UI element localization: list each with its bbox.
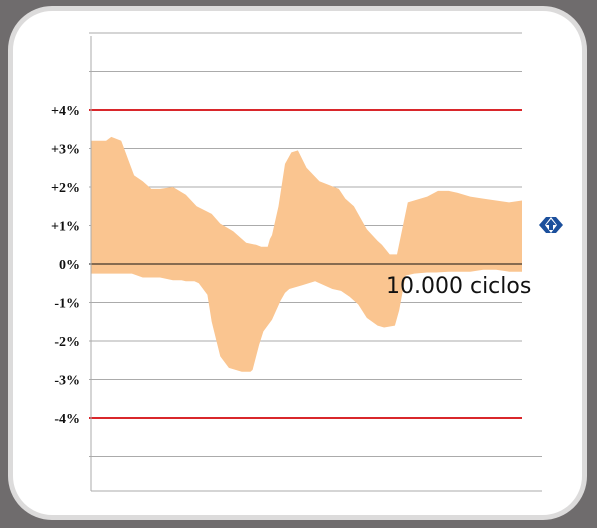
y-tick-label: +4% — [51, 104, 80, 119]
y-tick-labels: +4% +3% +2% +1% 0% -1% -2% -3% -4% — [51, 104, 80, 427]
y-tick-label: +3% — [51, 143, 80, 158]
y-tick-label: -1% — [54, 297, 80, 312]
logo-center-arrow — [546, 219, 556, 230]
arrow-up-in-chevron-diamond-icon — [539, 217, 563, 233]
gridlines — [89, 32, 542, 492]
y-tick-label: +1% — [51, 220, 80, 235]
annotation-label: 10.000 ciclos — [386, 274, 531, 299]
logo-right-chevron — [551, 217, 563, 233]
y-tick-label: 0% — [59, 258, 80, 273]
y-tick-label: -2% — [54, 335, 80, 350]
logo-left-chevron — [539, 217, 551, 233]
y-tick-label: -3% — [54, 374, 80, 389]
reference-lines — [89, 109, 522, 419]
tolerance-band-area — [91, 136, 522, 372]
y-tick-label: -4% — [54, 412, 80, 427]
y-tick-label: +2% — [51, 181, 80, 196]
